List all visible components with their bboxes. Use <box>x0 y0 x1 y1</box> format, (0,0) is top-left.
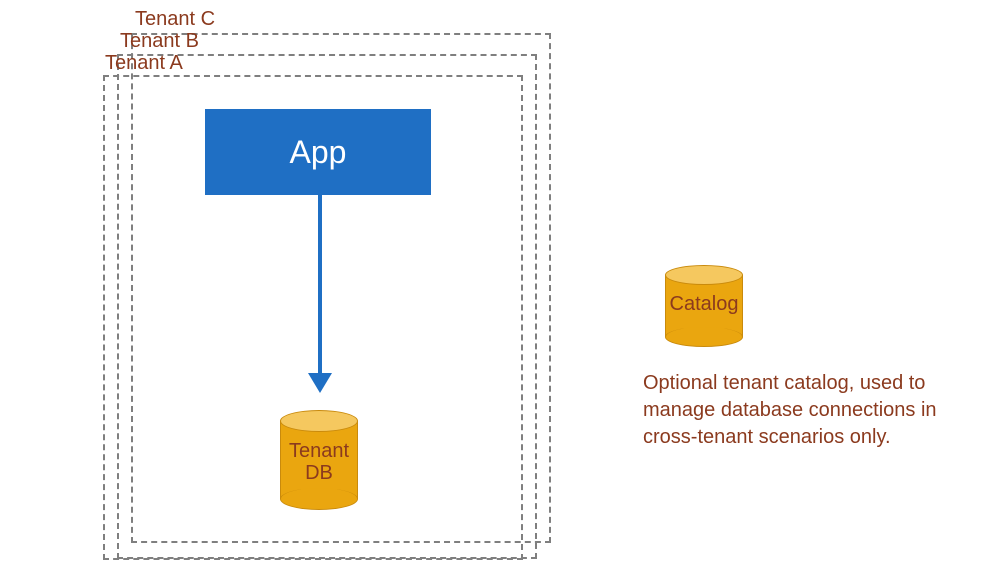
catalog-db-label: Catalog <box>665 293 743 315</box>
tenant-db-icon: TenantDB <box>280 410 358 510</box>
app-label: App <box>290 134 347 171</box>
tenant-db-label: TenantDB <box>280 440 358 484</box>
diagram-canvas: Tenant C Tenant B Tenant A App TenantDB … <box>0 0 1003 565</box>
db-bottom <box>665 327 743 347</box>
db-bottom <box>280 488 358 510</box>
tenant-label-c: Tenant C <box>135 8 215 31</box>
arrow-head-icon <box>308 373 332 393</box>
app-box: App <box>205 109 431 195</box>
db-top <box>665 265 743 285</box>
catalog-db-icon: Catalog <box>665 265 743 347</box>
tenant-label-a: Tenant A <box>105 52 183 75</box>
db-top <box>280 410 358 432</box>
catalog-caption: Optional tenant catalog, used to manage … <box>643 370 943 451</box>
arrow-line <box>318 195 322 373</box>
tenant-label-b: Tenant B <box>120 30 199 53</box>
